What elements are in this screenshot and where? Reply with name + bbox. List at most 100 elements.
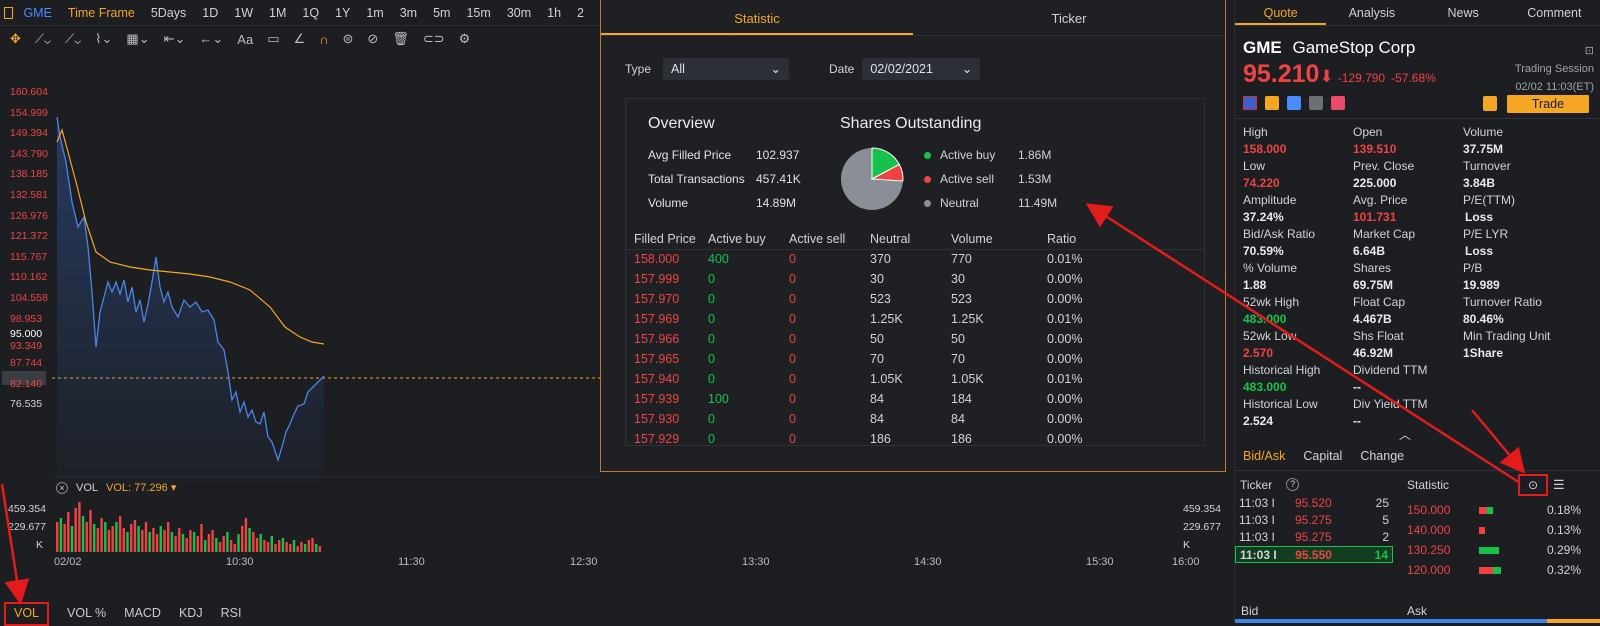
pen-tool-icon[interactable]: ∠: [293, 31, 306, 46]
period-1h[interactable]: 1h: [547, 5, 562, 20]
lock-tool-icon[interactable]: ⊜: [342, 31, 354, 46]
table-cell: 0.00%: [1047, 332, 1083, 346]
tab-news[interactable]: News: [1447, 6, 1479, 20]
tab-rsi[interactable]: RSI: [220, 606, 242, 620]
overview-key: Volume: [648, 196, 689, 210]
table-row[interactable]: 157.939 100 0 84 184 0.00%: [626, 389, 1204, 409]
list-view-icon[interactable]: ☰: [1553, 477, 1565, 492]
table-row[interactable]: 157.930 0 0 84 84 0.00%: [626, 409, 1204, 429]
bell-icon[interactable]: [1483, 96, 1497, 111]
period-30min[interactable]: 30m: [506, 5, 532, 20]
table-row[interactable]: 157.969 0 0 1.25K 1.25K 0.01%: [626, 309, 1204, 329]
volume-bar: [59, 518, 63, 552]
col-active-buy[interactable]: Active buy: [708, 231, 766, 246]
tab-macd[interactable]: MACD: [124, 606, 161, 620]
period-1q[interactable]: 1Q: [302, 5, 320, 20]
period-1d[interactable]: 1D: [202, 5, 219, 20]
volume-bar: [204, 540, 207, 552]
period-5days[interactable]: 5Days: [150, 5, 187, 20]
trash-icon[interactable]: 🗑: [392, 31, 409, 46]
type-select[interactable]: All ⌄: [663, 58, 790, 80]
list-icon[interactable]: [1309, 96, 1323, 110]
col-active-sell[interactable]: Active sell: [789, 231, 846, 246]
period-3min[interactable]: 3m: [399, 5, 418, 20]
period-5min[interactable]: 5m: [433, 5, 451, 20]
tag-icon[interactable]: [1287, 96, 1301, 110]
tick-row[interactable]: 11:03 I 95.275 5: [1235, 512, 1393, 529]
legend-key: Neutral: [940, 196, 979, 210]
period-1y[interactable]: 1Y: [335, 5, 351, 20]
tick-row[interactable]: 11:03 I 95.520 25: [1235, 495, 1393, 512]
close-icon[interactable]: ×: [56, 481, 68, 494]
period-1min[interactable]: 1m: [366, 5, 384, 20]
crosshair-icon[interactable]: ✥: [10, 31, 21, 46]
col-volume[interactable]: Volume: [951, 231, 993, 246]
stat-bar: [1479, 546, 1531, 554]
price-tick: 76.535: [10, 398, 43, 411]
tab-quote[interactable]: Quote: [1235, 0, 1327, 25]
hide-tool-icon[interactable]: ⊘: [367, 31, 379, 46]
bid-ask-bar: [1235, 619, 1600, 623]
table-row[interactable]: 157.940 0 0 1.05K 1.05K 0.01%: [626, 369, 1204, 389]
col-ratio[interactable]: Ratio: [1047, 231, 1077, 246]
trade-button[interactable]: Trade: [1507, 95, 1589, 113]
tab-ticker[interactable]: Ticker: [1051, 11, 1087, 26]
collapse-icon[interactable]: ︿: [1399, 428, 1412, 442]
arrow-tool-icon[interactable]: ←⌄: [199, 31, 224, 46]
expand-icon[interactable]: ⊡: [1584, 45, 1594, 57]
stat-label: Low: [1243, 159, 1266, 173]
link-icon[interactable]: ⊂⊃: [422, 31, 445, 46]
heart-icon[interactable]: [1331, 96, 1345, 110]
tick-row[interactable]: 11:03 I 95.550 14: [1235, 546, 1393, 563]
period-1w[interactable]: 1W: [234, 5, 253, 20]
table-row[interactable]: 157.999 0 0 30 30 0.00%: [626, 269, 1204, 289]
stat-label: Div Yield TTM: [1353, 397, 1428, 411]
us-flag-icon[interactable]: [1243, 96, 1257, 110]
col-neutral[interactable]: Neutral: [870, 231, 911, 246]
period-2[interactable]: 2: [577, 5, 584, 20]
settings-icon[interactable]: ⚙: [458, 31, 471, 46]
table-row[interactable]: 157.929 0 0 186 186 0.00%: [626, 429, 1204, 449]
tab-analysis[interactable]: Analysis: [1348, 6, 1396, 20]
period-15min[interactable]: 15m: [466, 5, 491, 20]
tab-statistic[interactable]: Statistic: [601, 0, 913, 35]
vol-tick: K: [1183, 539, 1191, 551]
tab-vol-pct[interactable]: VOL %: [67, 606, 107, 620]
filled-price-table: Filled Price Active buy Active sell Neut…: [626, 229, 1204, 449]
volume-bar: [152, 528, 155, 552]
help-icon[interactable]: ?: [1286, 478, 1300, 491]
period-1m[interactable]: 1M: [269, 5, 287, 20]
popup-tabs: Statistic Ticker: [601, 0, 1225, 36]
volume-bar: [207, 534, 211, 552]
measure-tool-icon[interactable]: ⇤⌄: [163, 31, 186, 46]
comment-tool-icon[interactable]: ▭: [267, 31, 280, 46]
price-chart[interactable]: [0, 52, 600, 612]
more-options-icon[interactable]: ⊙: [1518, 474, 1548, 496]
wave-tool-icon[interactable]: ⌇⌄: [95, 31, 113, 46]
col-filled-price[interactable]: Filled Price: [634, 231, 696, 246]
shares-title: Shares Outstanding: [840, 115, 982, 132]
text-tool-icon[interactable]: Aa: [237, 31, 254, 47]
tab-change[interactable]: Change: [1360, 449, 1405, 463]
trend-tool-icon[interactable]: ⟋⌄: [65, 31, 82, 46]
tab-capital[interactable]: Capital: [1303, 449, 1343, 463]
table-row[interactable]: 158.000 400 0 370 770 0.01%: [626, 249, 1204, 269]
table-row[interactable]: 157.970 0 0 523 523 0.00%: [626, 289, 1204, 309]
volume-bar: [296, 546, 299, 552]
option-icon[interactable]: [1265, 96, 1279, 110]
tab-kdj[interactable]: KDJ: [178, 606, 203, 620]
tab-bid-ask[interactable]: Bid/Ask: [1243, 449, 1286, 463]
magnet-icon[interactable]: ∩: [319, 31, 329, 47]
table-row[interactable]: 157.966 0 0 50 50 0.00%: [626, 329, 1204, 349]
line-tool-icon[interactable]: ⟋⌄: [34, 31, 52, 46]
date-select[interactable]: 02/02/2021 ⌄: [862, 58, 981, 80]
tab-vol[interactable]: VOL: [4, 602, 50, 626]
layout-icon[interactable]: [4, 6, 14, 19]
company-name: GameStop Corp: [1292, 38, 1416, 57]
tick-row[interactable]: 11:03 I 95.275 2: [1235, 529, 1393, 546]
timeframe-label[interactable]: Time Frame: [67, 5, 135, 20]
fib-tool-icon[interactable]: ▦⌄: [126, 31, 150, 46]
table-row[interactable]: 157.965 0 0 70 70 0.00%: [626, 349, 1204, 369]
symbol-label[interactable]: GME: [23, 5, 52, 20]
tab-comment[interactable]: Comment: [1527, 6, 1582, 20]
